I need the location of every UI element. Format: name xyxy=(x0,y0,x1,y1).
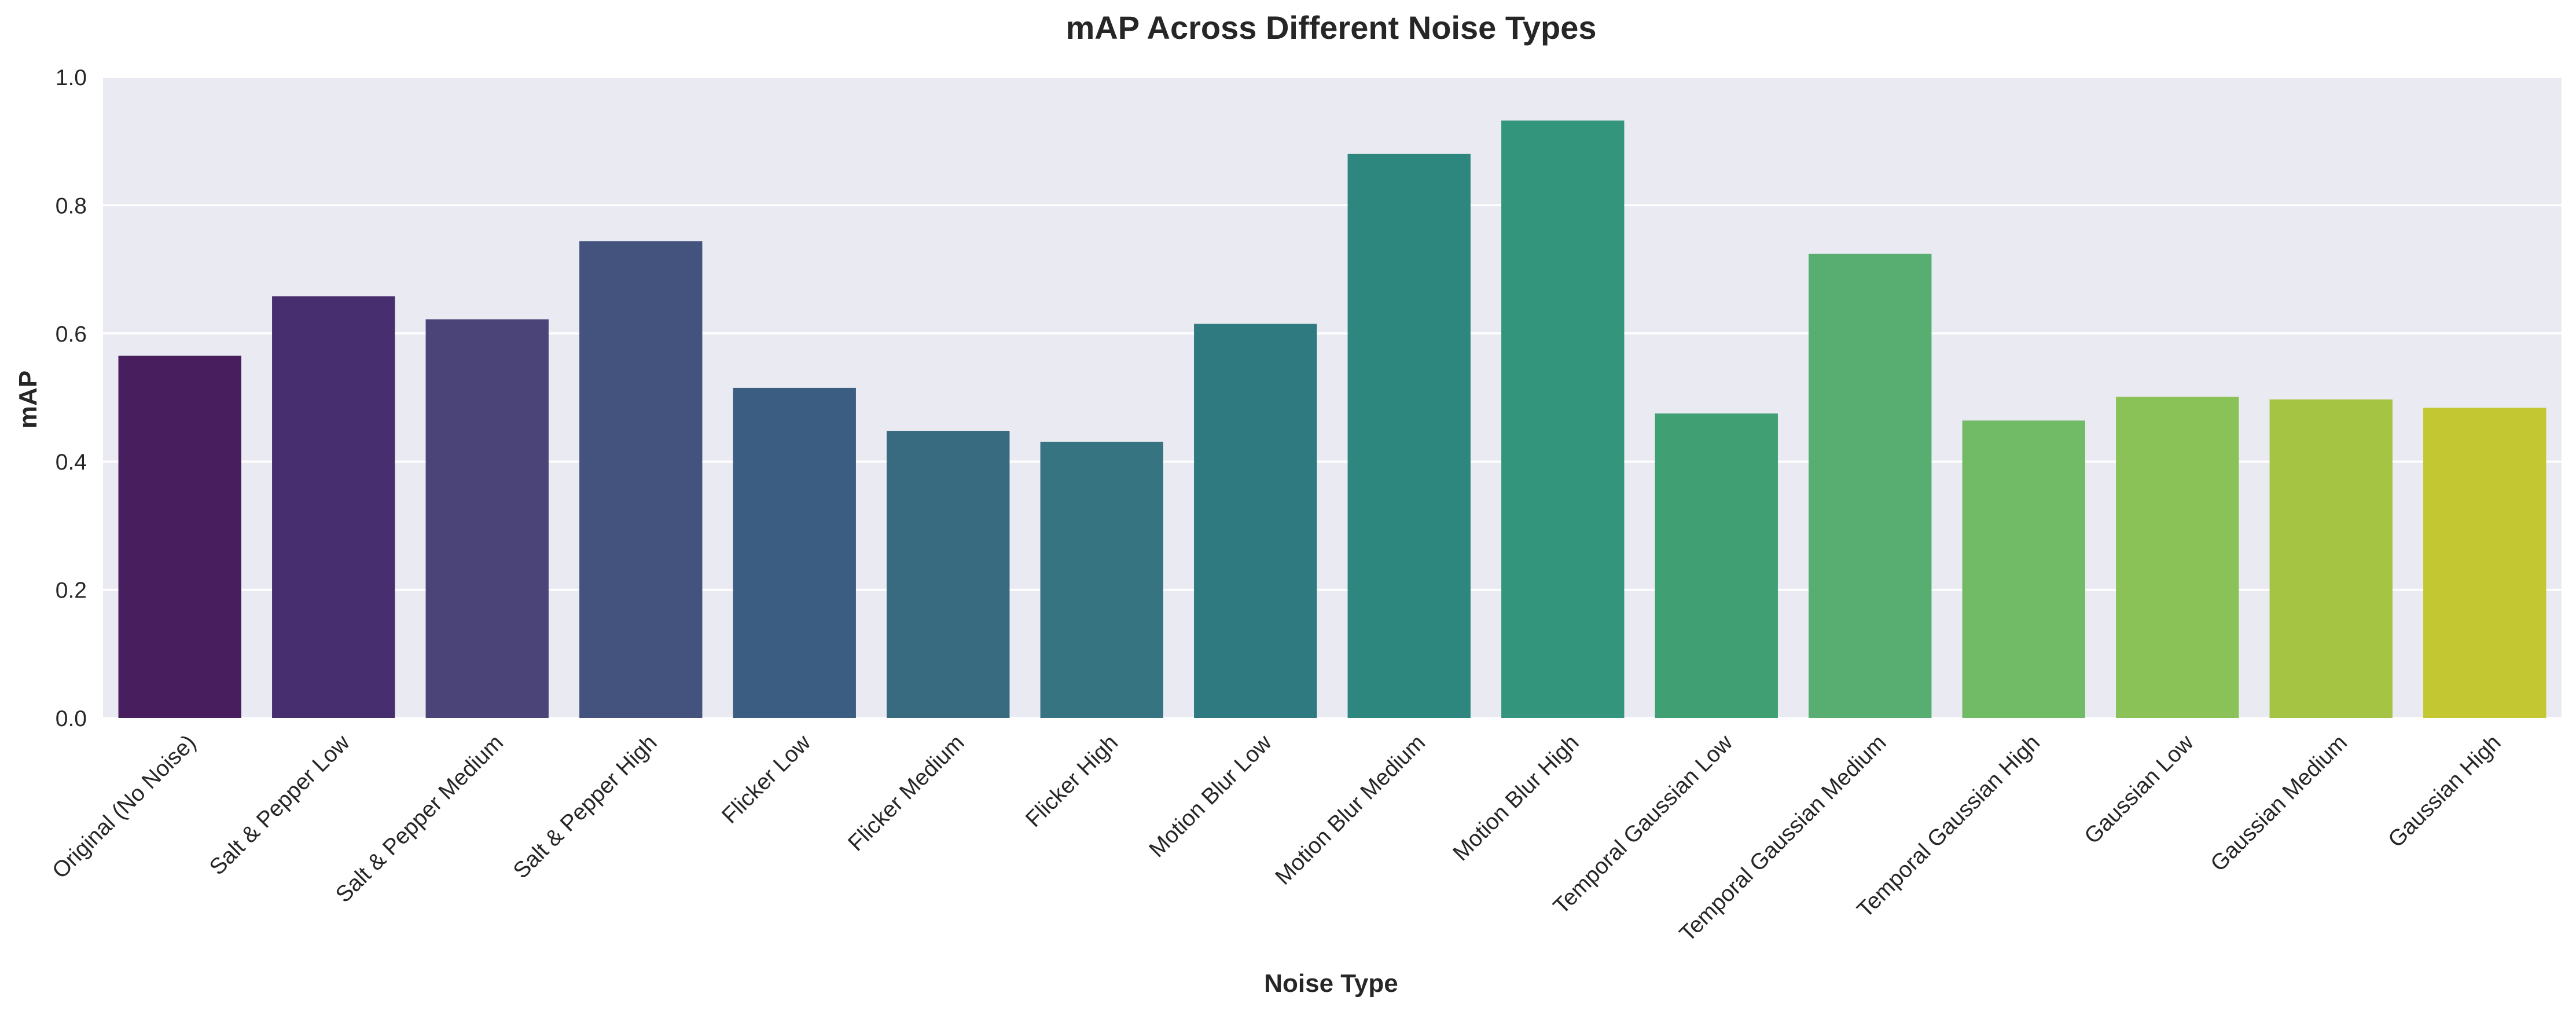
x-tick-label: Flicker High xyxy=(1021,730,1123,832)
x-tick-label: Salt & Pepper Medium xyxy=(331,730,508,907)
bar xyxy=(2269,399,2393,718)
y-tick-label: 0.8 xyxy=(56,193,87,218)
x-tick-label: Gaussian Medium xyxy=(2206,730,2352,877)
y-tick-label: 0.4 xyxy=(56,450,87,475)
y-tick-label: 1.0 xyxy=(56,65,87,90)
x-axis-ticks: Original (No Noise) Salt & Pepper LowSalt… xyxy=(47,730,2505,946)
bar xyxy=(272,296,395,718)
x-tick-label: Motion Blur Medium xyxy=(1270,730,1430,890)
x-tick-label: Temporal Gaussian Low xyxy=(1549,730,1738,919)
bar xyxy=(2116,397,2239,718)
bar xyxy=(733,387,856,718)
y-axis-label: mAP xyxy=(14,371,42,428)
bar xyxy=(118,356,241,718)
bar xyxy=(1501,120,1625,718)
y-tick-label: 0.0 xyxy=(56,706,87,731)
x-tick-label: Temporal Gaussian High xyxy=(1853,730,2045,922)
x-tick-label: Gaussian Low xyxy=(2079,730,2199,849)
bar xyxy=(425,319,549,718)
x-tick-label: Original (No Noise) xyxy=(47,730,201,884)
y-tick-label: 0.2 xyxy=(56,578,87,603)
bar xyxy=(1655,413,1778,718)
bar xyxy=(2423,408,2546,718)
y-axis-ticks: 0.0 0.2 0.4 0.6 0.8 1.0 xyxy=(56,65,87,731)
x-tick-label: Salt & Pepper Low xyxy=(205,730,355,880)
chart-title: mAP Across Different Noise Types xyxy=(1065,9,1596,46)
x-tick-label: Gaussian High xyxy=(2383,730,2505,852)
bar xyxy=(1347,153,1471,719)
bar xyxy=(1040,441,1163,718)
bar xyxy=(1194,324,1317,718)
bar xyxy=(1809,254,1932,719)
bars xyxy=(118,120,2546,719)
x-tick-label: Flicker Low xyxy=(717,730,815,828)
x-axis-label: Noise Type xyxy=(1264,969,1398,998)
bar xyxy=(579,241,703,719)
x-tick-label: Salt & Pepper High xyxy=(509,730,662,884)
x-tick-label: Motion Blur Low xyxy=(1144,730,1277,862)
x-tick-label: Motion Blur High xyxy=(1448,730,1583,866)
x-tick-label: Flicker Medium xyxy=(843,730,969,856)
bar xyxy=(887,431,1010,718)
y-tick-label: 0.6 xyxy=(56,322,87,347)
bar xyxy=(1962,420,2085,718)
